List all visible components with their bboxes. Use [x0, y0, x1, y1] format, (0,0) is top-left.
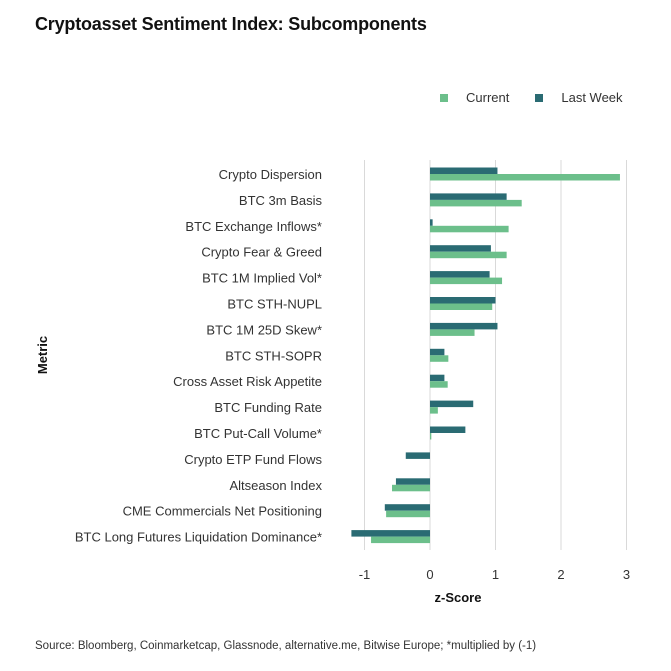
category-labels: Crypto Dispersion BTC 3m Basis BTC Exchang… — [75, 167, 323, 545]
chart-title: Cryptoasset Sentiment Index: Subcomponen… — [35, 14, 427, 34]
bar-current — [430, 174, 620, 181]
bar-current — [430, 381, 448, 388]
legend-swatch-current — [440, 93, 448, 102]
bar-current — [430, 303, 493, 310]
category-label: BTC Exchange Inflows* — [185, 219, 322, 234]
category-label: BTC 3m Basis — [239, 193, 323, 208]
category-label: BTC 1M 25D Skew* — [206, 322, 322, 337]
category-label: BTC STH-SOPR — [225, 348, 322, 363]
bar-current — [430, 199, 522, 207]
x-tick-label: 1 — [492, 567, 499, 582]
bar-last-week — [430, 322, 498, 330]
legend-item-current: Current — [440, 90, 509, 105]
bar-current — [386, 510, 430, 518]
x-tick-labels: -1 0 1 2 3 — [359, 567, 630, 582]
category-label: Altseason Index — [229, 478, 322, 493]
bar-last-week — [430, 400, 474, 408]
bar-last-week — [430, 193, 507, 200]
legend: Current Last Week — [440, 90, 623, 105]
category-label: BTC Funding Rate — [214, 400, 322, 415]
category-label: BTC Long Futures Liquidation Dominance* — [75, 530, 322, 545]
category-label: BTC STH-NUPL — [227, 297, 322, 312]
bar-last-week — [430, 374, 445, 382]
bar-last-week — [384, 504, 430, 511]
x-tick-label: 2 — [557, 567, 564, 582]
bar-last-week — [395, 478, 430, 485]
legend-swatch-last-week — [535, 93, 544, 102]
category-label: Crypto ETP Fund Flows — [184, 452, 322, 467]
legend-label-current: Current — [466, 90, 510, 105]
bars — [351, 167, 620, 544]
category-label: CME Commercials Net Positioning — [123, 504, 322, 519]
source-note: Source: Bloomberg, Coinmarketcap, Glassn… — [35, 640, 537, 652]
bar-last-week — [430, 297, 496, 304]
grid-lines — [364, 160, 627, 550]
bar-last-week — [430, 271, 490, 278]
bar-current — [430, 355, 449, 362]
x-tick-label: 3 — [623, 567, 630, 582]
bar-last-week — [430, 167, 498, 174]
bar-last-week — [430, 245, 491, 252]
y-axis-label: Metric — [35, 336, 50, 374]
x-tick-label: -1 — [359, 567, 371, 582]
bar-last-week — [351, 530, 430, 537]
x-axis-label: z-Score — [435, 590, 482, 605]
legend-item-last-week: Last Week — [535, 90, 623, 105]
bar-current — [430, 251, 507, 259]
x-tick-label: 0 — [426, 567, 433, 582]
bar-last-week — [405, 452, 430, 459]
bar-current — [430, 277, 503, 285]
bar-current — [392, 484, 430, 492]
bar-last-week — [430, 219, 433, 226]
bar-current — [371, 536, 430, 544]
category-label: Crypto Fear & Greed — [201, 245, 322, 260]
bar-current — [430, 433, 432, 440]
bar-last-week — [430, 348, 445, 356]
category-label: Crypto Dispersion — [219, 167, 322, 182]
legend-label-last-week: Last Week — [561, 90, 623, 105]
category-label: BTC Put-Call Volume* — [194, 426, 322, 441]
bar-current — [430, 407, 438, 414]
bar-current — [430, 329, 475, 336]
category-label: Cross Asset Risk Appetite — [173, 374, 322, 389]
category-label: BTC 1M Implied Vol* — [202, 271, 322, 286]
bar-last-week — [430, 426, 466, 433]
bar-current — [430, 225, 509, 233]
